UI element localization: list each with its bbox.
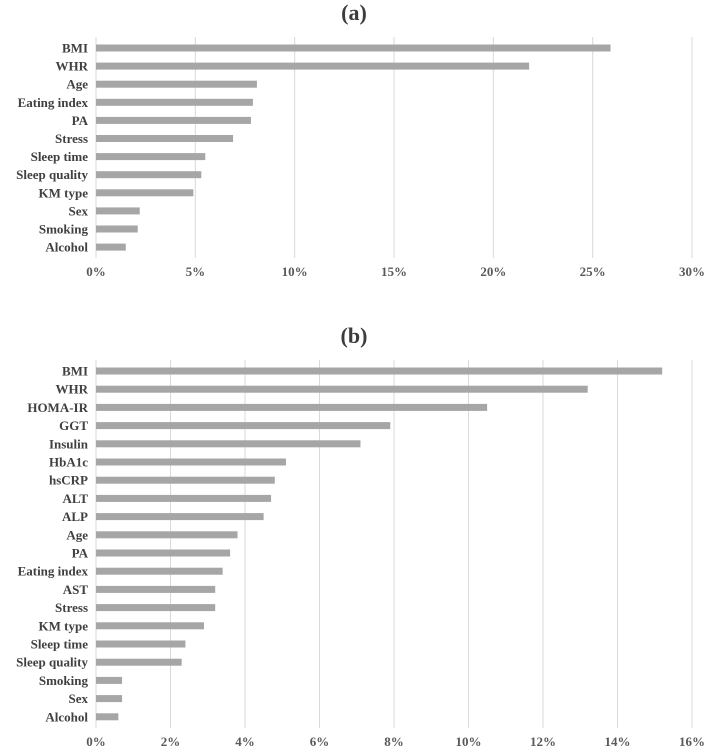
panel-b-bar xyxy=(96,385,588,393)
panel-a-category-label: Sex xyxy=(69,203,89,218)
panel-a-tick-label: 0% xyxy=(86,264,106,279)
panel-b-category-label: AST xyxy=(63,582,89,597)
panel-b-category-label: KM type xyxy=(39,618,89,633)
panel-b-bar xyxy=(96,422,391,430)
panel-a-bar xyxy=(96,189,194,197)
panel-a-category-label: BMI xyxy=(62,41,88,56)
panel-b-category-label: HbA1c xyxy=(49,455,88,470)
panel-a-category-label: Sleep time xyxy=(31,149,89,164)
panel-b-tick-label: 16% xyxy=(679,734,705,749)
panel-b-bar xyxy=(96,403,488,411)
panel-a-bar xyxy=(96,80,257,88)
panel-a-category-label: PA xyxy=(72,113,89,128)
panel-b-category-label: Stress xyxy=(55,600,88,615)
panel-b-category-label: BMI xyxy=(62,364,88,379)
panel-b-category-label: Sleep quality xyxy=(16,655,88,670)
panel-b-tick-label: 2% xyxy=(161,734,181,749)
panel-b-category-label: ALT xyxy=(62,491,88,506)
panel-a-tick-label: 10% xyxy=(282,264,308,279)
panel-b-category-label: Sex xyxy=(69,691,89,706)
panel-b-bar xyxy=(96,567,223,575)
panel-b-tick-label: 14% xyxy=(605,734,631,749)
panel-a-bar xyxy=(96,225,138,233)
panel-b-bar xyxy=(96,604,216,612)
panel-a-tick-label: 25% xyxy=(580,264,606,279)
panel-b-category-label: ALP xyxy=(62,509,88,524)
panel-b-bar xyxy=(96,695,123,703)
panel-a-bar xyxy=(96,153,206,161)
panel-b-bar xyxy=(96,622,205,630)
panel-b-tick-label: 10% xyxy=(456,734,482,749)
panel-b-title: (b) xyxy=(341,323,368,348)
panel-b-tick-label: 12% xyxy=(530,734,556,749)
panel-b-bar xyxy=(96,549,231,557)
panel-a-category-label: Age xyxy=(66,77,88,92)
panel-a-bar xyxy=(96,207,140,215)
panel-a-bar xyxy=(96,62,530,70)
panel-b-bar xyxy=(96,585,216,593)
panel-a-category-label: Eating index xyxy=(18,95,89,110)
panel-a-tick-label: 20% xyxy=(480,264,506,279)
panel-a-tick-label: 5% xyxy=(186,264,206,279)
panel-b-category-label: Alcohol xyxy=(45,709,88,724)
panel-a-bar xyxy=(96,243,126,251)
panel-a-category-label: Smoking xyxy=(39,222,89,237)
panel-a-bar xyxy=(96,171,202,179)
panel-b-category-label: Age xyxy=(66,527,88,542)
panel-a-category-label: Sleep quality xyxy=(16,167,88,182)
panel-b-tick-label: 8% xyxy=(384,734,404,749)
panel-a-chart: (a) 0% 5% 10% 15% 20% 25% 30% BMI WHR Age Eating i… xyxy=(16,0,705,279)
panel-b-bar xyxy=(96,513,264,521)
panel-b-chart: (b) 0% 2% 4% 6% 8% 10% 12% 14% 16% BMI WHR HOMA-IR G… xyxy=(16,323,705,749)
panel-b-bar xyxy=(96,476,275,484)
panel-a-bar xyxy=(96,135,234,142)
panel-b-bar xyxy=(96,367,663,375)
panel-a-tick-label: 30% xyxy=(679,264,705,279)
panel-b-bar xyxy=(96,676,123,684)
panel-a-category-label: WHR xyxy=(56,59,89,74)
panel-b-bar xyxy=(96,440,361,448)
panel-a-category-label: Stress xyxy=(55,131,88,146)
panel-b-bar xyxy=(96,458,286,466)
panel-b-category-label: Insulin xyxy=(49,436,89,451)
panel-b-tick-label: 6% xyxy=(310,734,330,749)
panel-b-bar xyxy=(96,494,272,502)
panel-a-tick-label: 15% xyxy=(381,264,407,279)
panel-b-tick-label: 4% xyxy=(235,734,255,749)
panel-b-bar xyxy=(96,713,119,721)
panel-a-bar xyxy=(96,44,611,52)
panel-a-title: (a) xyxy=(341,0,367,25)
panel-b-category-label: WHR xyxy=(56,382,89,397)
panel-b-category-label: Sleep time xyxy=(31,637,89,652)
panel-b-category-label: Smoking xyxy=(39,673,89,688)
panel-b-category-label: hsCRP xyxy=(49,473,88,488)
panel-a-category-label: Alcohol xyxy=(45,240,88,255)
panel-b-bar xyxy=(96,658,182,666)
panel-a-bar xyxy=(96,116,251,124)
panel-a-bar xyxy=(96,98,253,106)
panel-a-category-label: KM type xyxy=(39,185,89,200)
panel-b-category-label: Eating index xyxy=(18,564,89,579)
panel-b-bar xyxy=(96,640,186,648)
panel-b-bar xyxy=(96,531,238,539)
panel-b-category-label: GGT xyxy=(59,418,88,433)
panel-b-category-label: HOMA-IR xyxy=(27,400,88,415)
panel-b-tick-label: 0% xyxy=(86,734,106,749)
panel-b-category-label: PA xyxy=(72,546,89,561)
